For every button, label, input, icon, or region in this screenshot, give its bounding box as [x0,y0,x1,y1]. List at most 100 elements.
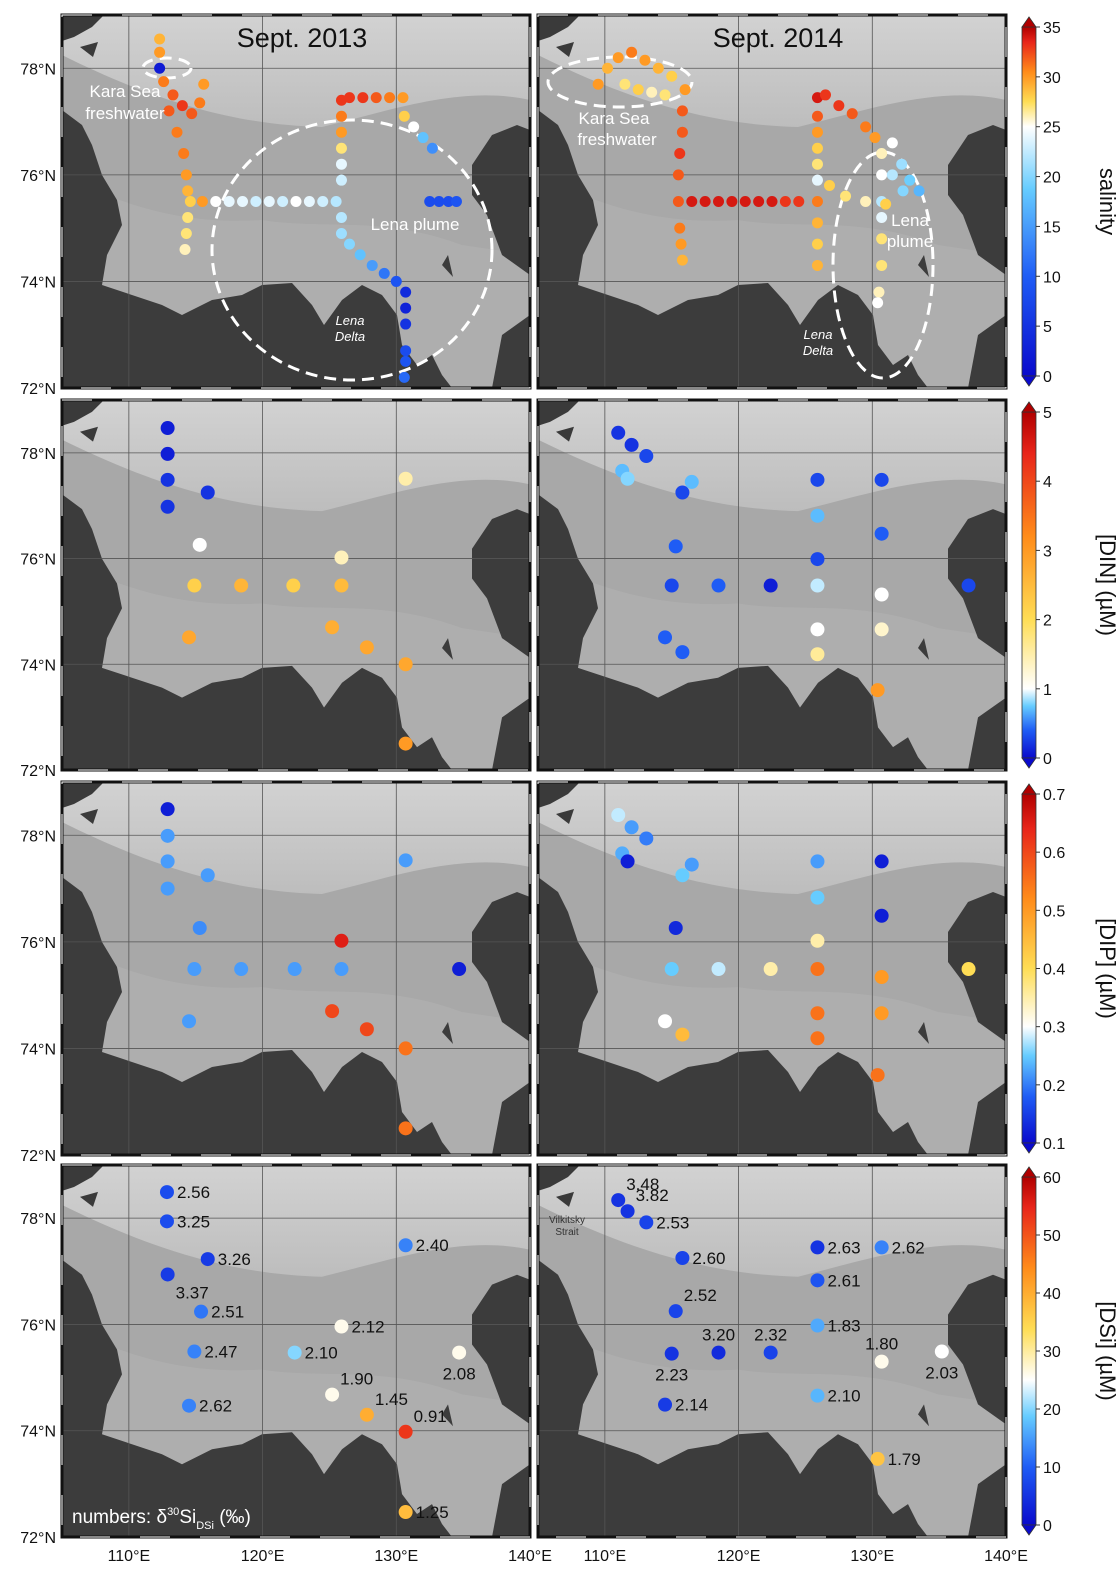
sample-point [194,1304,209,1319]
sample-point [370,92,382,104]
sample-point [180,227,192,239]
sample-point [684,474,699,489]
sample-point [639,1215,654,1230]
sample-point [873,286,885,298]
x-tick-label: 130°E [850,1548,894,1565]
sample-point [639,449,654,464]
panel-frame [536,13,1008,390]
sample-point [163,105,175,117]
sample-point [237,196,249,207]
sample-point [398,657,413,672]
y-tick-label: 76°N [20,552,56,569]
colorbar-tick-label: 0.3 [1043,1020,1065,1037]
sample-point [167,89,179,101]
panel-frame [60,398,532,772]
sample-point [874,1354,889,1369]
sample-point [611,425,626,440]
sample-point [676,126,688,138]
map-annotation: freshwater [85,104,165,123]
point-label: 2.52 [684,1286,717,1305]
sample-point [810,962,825,977]
sample-point [679,84,691,96]
sample-point [160,499,175,514]
map-area [62,782,530,1155]
sample-point [398,1424,413,1439]
sample-point [810,1318,825,1333]
colorbar-cap [1021,16,1037,28]
sample-point [263,196,275,207]
colorbar: 0 10 20 30 40 50 60 [DSi] (µM) [1021,1166,1119,1536]
y-tick-label: 72°N [20,381,56,398]
sample-point [424,196,436,207]
sample-point [664,1346,679,1361]
sample-point [182,1398,197,1413]
sample-point [335,158,347,170]
sample-point [810,1031,825,1046]
sample-point [290,196,302,207]
map-annotation: Lena [891,211,929,230]
y-tick-label: 72°N [20,763,56,780]
x-tick-label: 120°E [717,1548,761,1565]
sample-point [334,578,349,593]
sample-point [860,121,872,133]
sample-point [664,962,679,977]
sample-point [810,1273,825,1288]
point-label: 3.48 [626,1175,659,1194]
sample-point [810,622,825,637]
sample-point [194,97,206,109]
sample-point [870,1451,885,1466]
sample-point [330,196,342,207]
sample-point [811,196,823,207]
point-label: 2.40 [416,1236,449,1255]
sample-point [632,84,644,96]
sample-point [619,78,631,90]
sample-point [711,962,726,977]
sample-point [335,126,347,138]
sample-point [874,854,889,869]
sample-point [160,802,175,817]
region-outline [210,118,494,382]
sample-point [811,238,823,250]
colorbar-tick-label: 0 [1043,369,1052,386]
map-panel: 2.56 3.25 3.26 3.372.51 2.47 2.10 2.12 2.40 2.08… [60,1163,532,1539]
sample-point [180,169,192,181]
sample-point [398,853,413,868]
sample-point [452,962,467,977]
point-label: 1.80 [865,1335,898,1354]
panel-frame [536,398,1008,772]
sample-point [354,249,366,261]
sample-point [192,921,207,936]
sample-point [624,437,639,452]
map-area [538,15,1006,388]
sample-point [384,92,396,104]
sample-point [810,1240,825,1255]
sample-point [686,196,698,207]
colorbar-tick-label: 0.4 [1043,962,1065,979]
point-label: 2.08 [443,1365,476,1384]
sample-point [334,550,349,565]
sample-point [810,508,825,523]
colorbar-tick-label: 0.1 [1043,1136,1065,1153]
sample-point [811,110,823,122]
sample-point [359,640,374,655]
y-tick-label: 74°N [20,274,56,291]
sample-point [160,472,175,487]
y-tick-label: 74°N [20,657,56,674]
sample-point [726,196,738,207]
colorbar-body [1021,411,1037,759]
sample-point [160,446,175,461]
sample-point [811,217,823,229]
map-area [538,782,1006,1155]
colorbar: 0 5 10 15 20 25 30 35 salinity [1021,16,1119,387]
sample-point [833,100,845,112]
sample-point [684,857,699,872]
colorbar-cap [1021,1166,1037,1178]
map-annotation: Lena [804,327,833,342]
region-outline [546,55,694,109]
note-part: numbers: δ [72,1507,167,1528]
sample-point [325,1387,340,1402]
map-panel [536,780,1008,1157]
sample-point [624,820,639,835]
sample-point [400,318,412,330]
